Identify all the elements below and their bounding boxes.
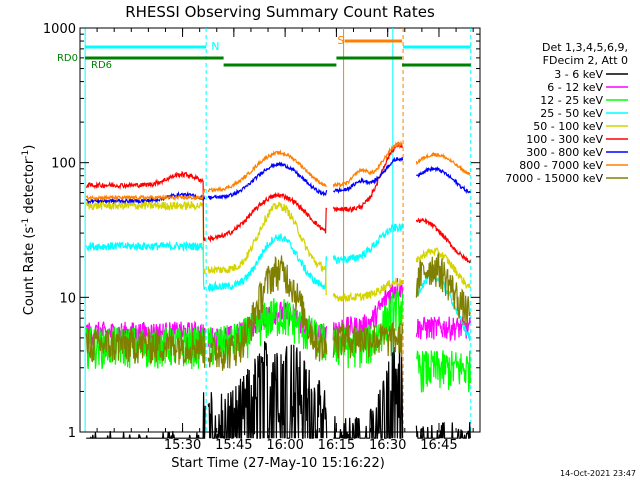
x-tick-label: 16:15 <box>318 438 355 453</box>
legend-header-1: Det 1,3,4,5,6,9, <box>542 41 628 54</box>
y-label-part-2: detector <box>22 158 37 218</box>
x-tick-label: 16:00 <box>266 438 303 453</box>
y-tick-label: 100 <box>51 157 76 172</box>
series-line-1 <box>333 344 404 440</box>
series-line-8 <box>415 151 471 177</box>
y-label-sup-2: -1 <box>21 150 31 159</box>
legend-entry-9: 7000 - 15000 keV <box>505 172 603 185</box>
y-axis-label: Count Rate (s-1 detector-1) <box>21 145 37 316</box>
series-line-4 <box>207 233 328 293</box>
series-line-9 <box>415 253 471 327</box>
series-line-6 <box>415 217 471 264</box>
annotation-RD0: RD0 <box>57 53 78 64</box>
x-axis-label: Start Time (27-May-10 15:16:22) <box>171 456 385 471</box>
svg-text:Count Rate (s-1 detector-1): Count Rate (s-1 detector-1) <box>21 145 37 316</box>
series-line-6 <box>85 170 206 242</box>
legend-header-2: FDecim 2, Att 0 <box>543 54 628 67</box>
plot-area: N S RD0 RD6 <box>57 28 472 441</box>
y-tick-label: 10 <box>59 291 76 306</box>
annotation-RD6: RD6 <box>91 60 112 71</box>
series-line-1 <box>86 392 206 439</box>
series-line-8 <box>332 140 403 188</box>
series-line-5 <box>415 246 471 290</box>
series-line-3 <box>415 349 471 393</box>
legend-entry-4: 25 - 50 keV <box>540 107 603 120</box>
series-line-7 <box>85 190 206 205</box>
series-line-9 <box>332 321 404 359</box>
legend-entry-1: 3 - 6 keV <box>554 68 603 81</box>
y-label-part-1: Count Rate (s <box>22 227 37 316</box>
y-tick-label: 1 <box>68 426 76 441</box>
series-line-4 <box>85 240 206 290</box>
series-line-9 <box>85 328 206 368</box>
y-label-part-3: ) <box>22 145 37 150</box>
series-line-7 <box>207 161 328 201</box>
series-line-6 <box>207 191 328 243</box>
y-label-sup-1: -1 <box>21 218 31 227</box>
chart-title: RHESSI Observing Summary Count Rates <box>125 3 435 21</box>
series-line-1 <box>415 421 471 439</box>
x-tick-label: 15:30 <box>164 438 201 453</box>
legend-entry-8: 800 - 7000 keV <box>519 159 603 172</box>
legend-entry-3: 12 - 25 keV <box>540 94 603 107</box>
series-line-1 <box>207 341 328 441</box>
x-tick-label: 16:30 <box>369 438 406 453</box>
footer-date: 14-Oct-2021 23:47 <box>560 469 636 478</box>
series-line-5 <box>85 199 206 275</box>
legend-entry-5: 50 - 100 keV <box>533 120 603 133</box>
series-line-4 <box>332 222 404 265</box>
series-line-9 <box>207 255 328 371</box>
plot-frame <box>79 27 481 433</box>
series-line-5 <box>332 277 404 303</box>
legend: Det 1,3,4,5,6,9,FDecim 2, Att 03 - 6 keV… <box>505 41 628 185</box>
x-tick-label: 16:45 <box>420 438 457 453</box>
series-line-7 <box>415 165 471 195</box>
legend-entry-6: 100 - 300 keV <box>526 133 603 146</box>
annotation-S: S <box>337 34 344 47</box>
series-line-8 <box>207 149 328 193</box>
annotation-N: N <box>211 40 219 53</box>
axes: 1 10 100 1000 15:30 15:45 16:00 16:15 16:30 16:45 <box>43 22 480 453</box>
y-tick-label: 1000 <box>43 22 76 37</box>
legend-entry-7: 300 - 800 keV <box>526 146 603 159</box>
series-line-2 <box>415 316 471 343</box>
series-line-8 <box>85 188 206 202</box>
series-line-5 <box>207 201 328 296</box>
legend-entry-2: 6 - 12 keV <box>547 81 603 94</box>
series-line-6 <box>332 141 403 214</box>
x-tick-label: 15:45 <box>215 438 252 453</box>
series-line-7 <box>332 156 404 195</box>
